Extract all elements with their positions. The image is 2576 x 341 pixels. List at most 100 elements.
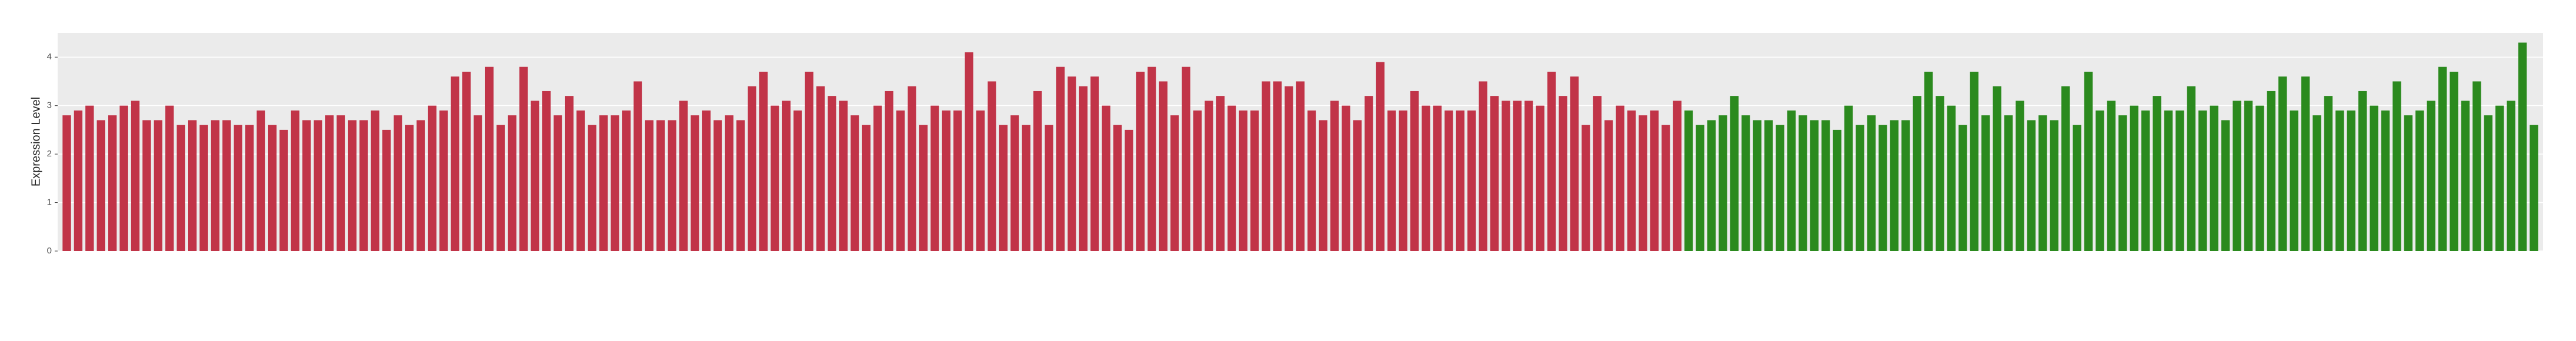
bar [1696, 125, 1704, 251]
bar [1524, 101, 1533, 251]
bar [1593, 96, 1602, 251]
bar [1170, 115, 1179, 251]
bar [2461, 101, 2470, 251]
bar [1136, 71, 1145, 251]
bar [2175, 110, 2184, 251]
bar [2335, 110, 2344, 251]
bar [1513, 101, 1522, 251]
bar [873, 105, 882, 251]
bar [1821, 120, 1830, 251]
bar [108, 115, 117, 251]
bar [268, 125, 277, 251]
bar [965, 52, 973, 251]
bar [176, 125, 185, 251]
bar [1239, 110, 1248, 251]
bar [2438, 66, 2447, 251]
bar [1913, 96, 1921, 251]
bar [1856, 125, 1864, 251]
bar [1204, 101, 1213, 251]
y-axis-label: Expression Level [29, 97, 42, 186]
bar [1307, 110, 1316, 251]
bar [668, 120, 677, 251]
bar [496, 125, 505, 251]
bar [1639, 115, 1647, 251]
bar [2198, 110, 2207, 251]
bar [770, 105, 779, 251]
bar [1627, 110, 1636, 251]
y-tick-label: 1 [47, 198, 52, 208]
bar [1878, 125, 1887, 251]
bar [1387, 110, 1396, 251]
bar [1045, 125, 1053, 251]
bar [142, 120, 151, 251]
bar [1776, 125, 1784, 251]
bar [2415, 110, 2424, 251]
bar [1536, 105, 1545, 251]
bar [199, 125, 208, 251]
bar [1981, 115, 1990, 251]
bar [2290, 110, 2298, 251]
bar [2153, 96, 2161, 251]
bar [1444, 110, 1453, 251]
bar [2164, 110, 2173, 251]
bar [245, 125, 254, 251]
bar [622, 110, 631, 251]
bar [451, 76, 460, 251]
bar [256, 110, 265, 251]
bar [827, 96, 836, 251]
bar [2484, 115, 2492, 251]
bar [279, 129, 288, 251]
bar [793, 110, 802, 251]
y-tick-label: 4 [47, 52, 52, 62]
bar [2267, 91, 2275, 251]
bar [1559, 96, 1567, 251]
bar [131, 101, 140, 251]
bar [1193, 110, 1202, 251]
bar [599, 115, 608, 251]
bar [2530, 125, 2538, 251]
bar [1901, 120, 1910, 251]
bar [702, 110, 711, 251]
bar [211, 120, 220, 251]
bar [154, 120, 163, 251]
bar [1479, 81, 1487, 251]
bar [222, 120, 231, 251]
bar [439, 110, 448, 251]
bar [2404, 115, 2413, 251]
y-tick-label: 0 [47, 246, 52, 256]
bar [1433, 105, 1442, 251]
bar [530, 101, 539, 251]
bar [371, 110, 380, 251]
bar [1284, 86, 1293, 251]
bar [2472, 81, 2481, 251]
bar [987, 81, 996, 251]
bar [382, 129, 391, 251]
bar [1924, 71, 1933, 251]
bar [942, 110, 951, 251]
bar [1764, 120, 1773, 251]
bar [1056, 66, 1065, 251]
bar [1650, 110, 1659, 251]
bar [713, 120, 722, 251]
bar [416, 120, 425, 251]
bar [1102, 105, 1111, 251]
bar [1250, 110, 1259, 251]
bar [862, 125, 871, 251]
bar [2141, 110, 2150, 251]
bar [1410, 91, 1419, 251]
bar [2255, 105, 2264, 251]
bar [1022, 125, 1031, 251]
bar [2187, 86, 2196, 251]
bar [839, 101, 848, 251]
bar [759, 71, 768, 251]
bar [1330, 101, 1339, 251]
bar [519, 66, 528, 251]
bar [508, 115, 517, 251]
bar [2370, 105, 2378, 251]
bar [2073, 125, 2081, 251]
bar [919, 125, 928, 251]
bar [2358, 91, 2367, 251]
bar [2244, 101, 2253, 251]
bar [930, 105, 939, 251]
bar [553, 115, 562, 251]
